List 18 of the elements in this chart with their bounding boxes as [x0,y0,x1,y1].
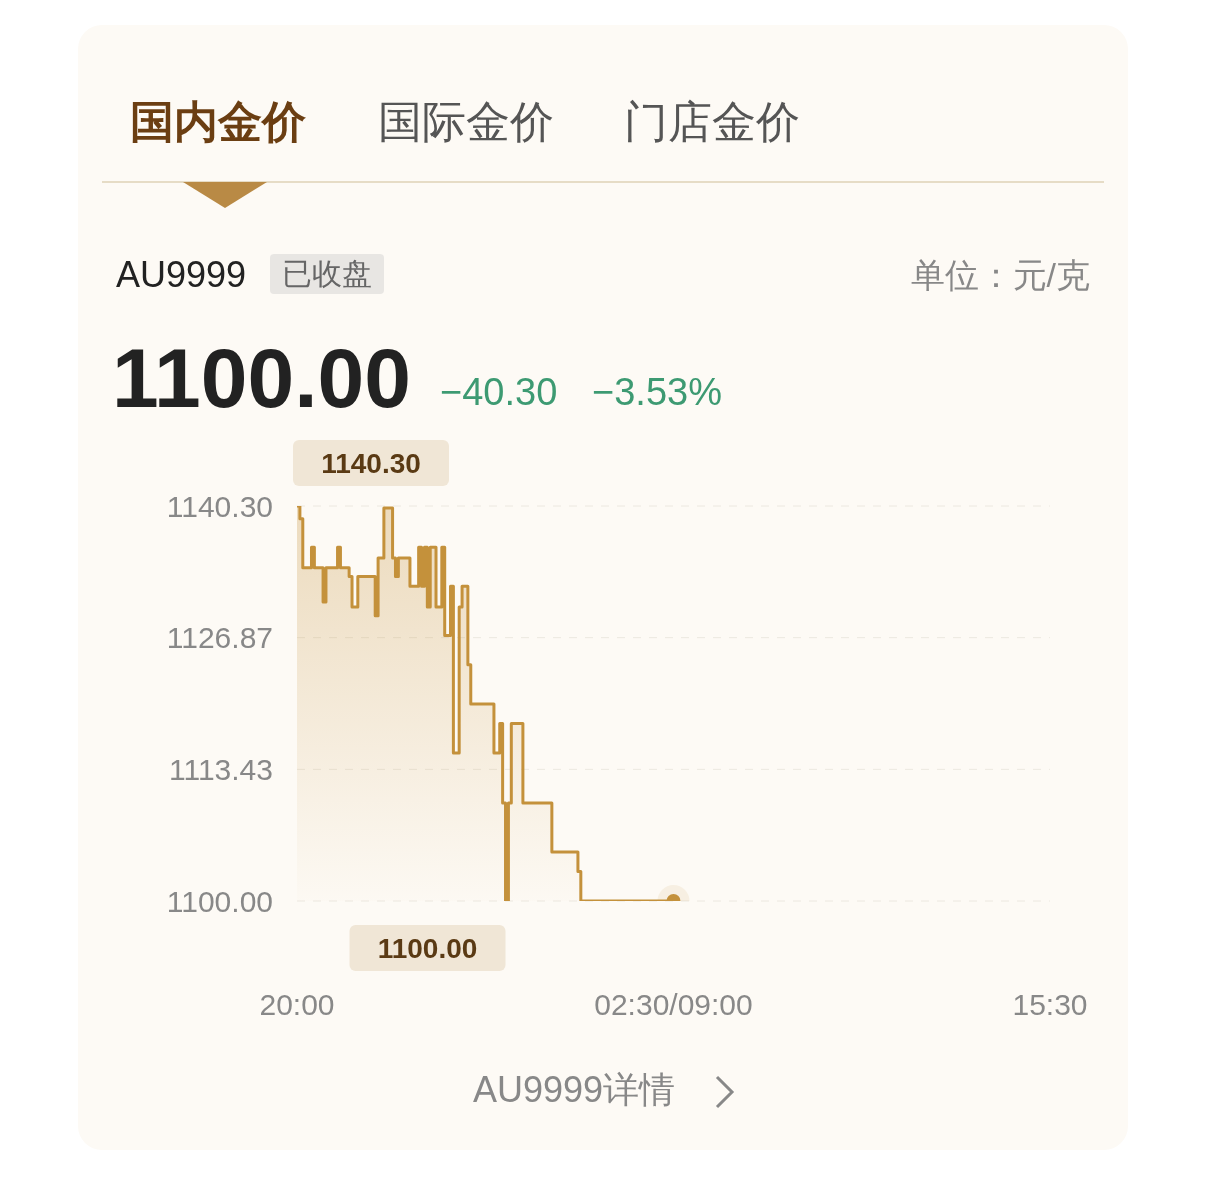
y-tick-label: 1100.00 [166,884,273,918]
chart-title: AU9999 [116,253,247,297]
text: 1140.30 [321,448,421,479]
text: 已收盘 [270,254,384,294]
text: 1100.00 [377,933,478,964]
text: −40.30 [440,370,558,415]
text: 国内金价 [130,96,306,148]
x-tick-label: 15:30 [1012,988,1088,1022]
x-tick-label: 20:00 [259,988,335,1022]
y-tick-label: 1126.87 [166,621,273,655]
y-tick-label: 1140.30 [166,489,273,523]
text: AU9999详情 [473,1068,676,1112]
y-tick-label: 1113.43 [169,753,273,787]
text: 门店金价 [624,96,800,148]
x-tick-label: 02:30/09:00 [594,988,753,1022]
text: 国际金价 [378,96,554,148]
text: −3.53% [592,370,722,415]
text: 单位：元/克 [910,255,1090,296]
